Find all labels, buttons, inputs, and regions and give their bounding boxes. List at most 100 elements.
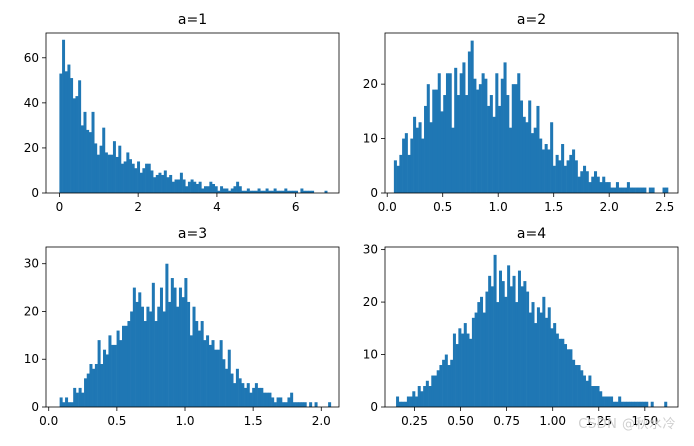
histogram-bar — [102, 127, 106, 193]
histogram-bar — [287, 397, 291, 407]
histogram-bar — [292, 402, 296, 407]
histogram-bar — [433, 375, 437, 407]
histogram-bar — [604, 396, 608, 407]
histogram-bar — [552, 165, 556, 193]
histogram-bar — [142, 168, 146, 193]
histogram-bar — [289, 190, 293, 193]
y-tick-label: 0 — [370, 186, 378, 200]
x-tick-label: 6 — [292, 200, 300, 214]
histogram-bar — [450, 359, 454, 407]
histogram-bar — [70, 78, 74, 193]
histogram-bar — [75, 392, 79, 407]
histogram-bar — [94, 143, 98, 193]
histogram-bar — [219, 340, 223, 407]
histogram-bar — [244, 387, 248, 407]
histogram-bar — [153, 177, 157, 193]
histogram-bar — [115, 156, 119, 193]
x-tick-label: 1.50 — [631, 414, 658, 428]
histogram-bar — [311, 190, 315, 193]
histogram-bar — [99, 145, 103, 193]
histogram-bar — [217, 190, 221, 193]
histogram-bar — [168, 301, 172, 407]
histogram-bar — [308, 190, 312, 193]
histogram-bar — [555, 154, 559, 193]
histogram-bar — [545, 317, 549, 407]
histogram-bar — [635, 187, 639, 193]
histogram-bar — [84, 378, 88, 407]
y-tick-label: 30 — [24, 257, 39, 271]
histogram-bar — [195, 321, 199, 407]
histogram-bar — [440, 111, 444, 193]
histogram-bar — [284, 402, 288, 407]
y-tick-label: 40 — [24, 96, 39, 110]
histogram-bar — [179, 172, 183, 193]
x-tick-label: 1.25 — [585, 414, 612, 428]
histogram-bar — [399, 154, 403, 193]
histogram-bar — [426, 84, 430, 193]
histogram-bar — [257, 387, 261, 407]
histogram-bar — [328, 402, 332, 407]
histogram-bar — [480, 296, 484, 407]
histogram-bar — [203, 340, 207, 407]
histogram-bar — [273, 402, 277, 407]
histogram-bar — [544, 144, 548, 193]
histogram-bar — [75, 96, 79, 193]
histogram-bar — [174, 179, 178, 193]
histogram-bar — [173, 287, 177, 407]
histogram-bar — [621, 187, 625, 193]
histogram-bar — [607, 396, 611, 407]
histogram-bar — [100, 364, 104, 407]
histogram-bar — [238, 186, 242, 193]
histogram-bar — [476, 89, 480, 193]
histogram-bar — [493, 254, 497, 407]
histogram-bar — [509, 127, 513, 193]
histogram-bar — [158, 172, 162, 193]
histogram-bar — [212, 183, 216, 193]
histogram-bar — [287, 190, 290, 193]
histogram-bar — [157, 306, 161, 407]
histogram-bars — [59, 39, 328, 194]
histogram-bar — [629, 401, 633, 407]
histogram-bar — [413, 116, 417, 193]
histogram-bar — [233, 383, 237, 407]
histogram-bar — [123, 161, 127, 193]
histogram-bar — [555, 333, 559, 407]
histogram-bar — [522, 116, 526, 193]
histogram-bar — [478, 84, 482, 193]
histogram-bar — [135, 301, 139, 407]
histogram-bar — [541, 149, 545, 193]
histogram-bar — [506, 95, 510, 193]
histogram-bar — [134, 168, 138, 193]
y-tick-label: 0 — [31, 186, 39, 200]
histogram-bar — [461, 333, 465, 407]
histogram-bar — [425, 380, 429, 407]
histogram-bar — [580, 370, 584, 407]
histogram-bar — [81, 392, 85, 407]
histogram-bar — [268, 392, 272, 407]
x-tick-label: 2 — [134, 200, 142, 214]
y-tick-label: 30 — [363, 243, 378, 257]
histogram-bar — [241, 190, 245, 193]
histogram-bar — [431, 375, 435, 407]
x-tick-label: 0.75 — [493, 414, 520, 428]
histogram-bar — [423, 386, 427, 407]
histogram-bar — [458, 328, 462, 407]
histogram-bar — [558, 338, 562, 407]
histogram-bar — [195, 183, 199, 193]
histogram-bar — [177, 179, 181, 193]
histogram-bar — [412, 391, 416, 407]
histogram-bar — [588, 182, 592, 193]
histogram-bar — [78, 80, 82, 193]
histogram-bar — [238, 378, 242, 407]
histogram-bar — [279, 397, 283, 407]
y-tick-label: 20 — [363, 295, 378, 309]
histogram-bar — [639, 401, 643, 407]
histogram-bar — [429, 122, 433, 193]
x-tick-label: 0.25 — [401, 414, 428, 428]
histogram-bar — [112, 141, 116, 193]
histogram-bar — [220, 186, 224, 193]
histogram-bar — [648, 187, 652, 193]
histogram-bar — [533, 127, 537, 193]
histogram-bar — [208, 344, 212, 407]
histogram-bar — [169, 174, 173, 193]
